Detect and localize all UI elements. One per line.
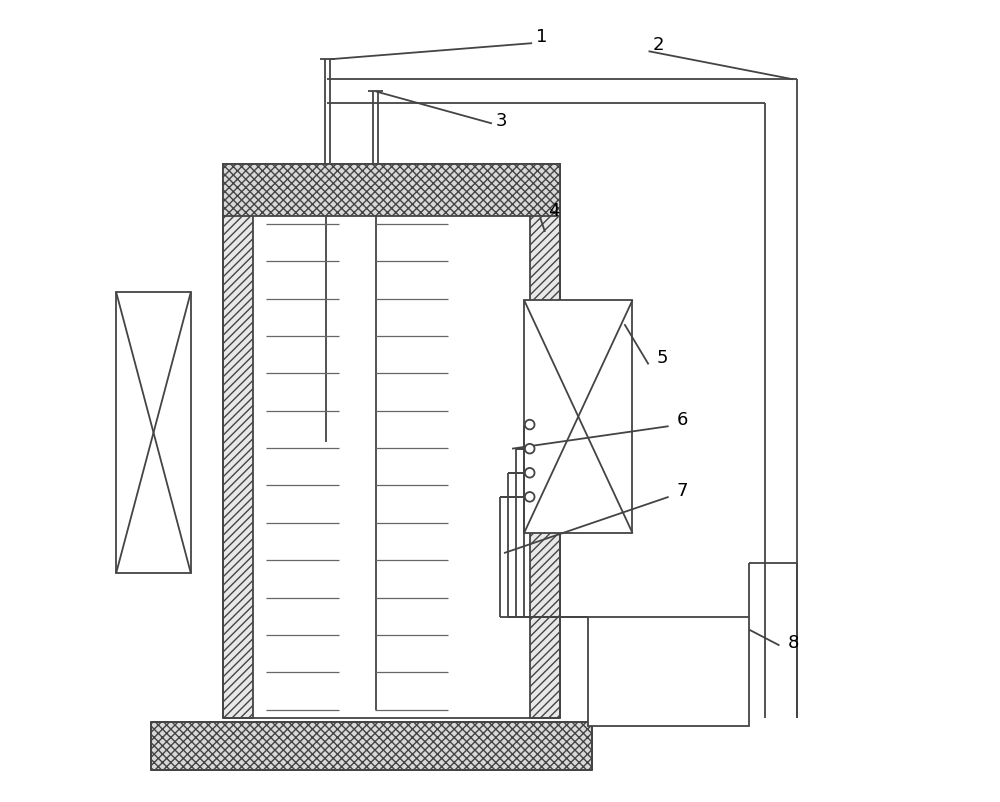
- Text: 3: 3: [496, 112, 507, 130]
- Text: 5: 5: [657, 349, 668, 367]
- Bar: [588, 618, 749, 726]
- Bar: [116, 293, 191, 573]
- Text: 6: 6: [677, 411, 688, 428]
- Circle shape: [525, 468, 535, 478]
- Text: 1: 1: [536, 28, 548, 46]
- Text: 8: 8: [787, 634, 799, 651]
- Bar: [524, 301, 632, 533]
- Circle shape: [525, 492, 535, 502]
- Circle shape: [525, 420, 535, 430]
- Bar: [530, 164, 560, 718]
- Bar: [223, 164, 560, 217]
- Circle shape: [525, 444, 535, 454]
- Text: 4: 4: [548, 202, 560, 220]
- Text: 2: 2: [653, 36, 664, 54]
- Bar: [151, 722, 592, 770]
- Text: 7: 7: [677, 481, 688, 499]
- Bar: [223, 164, 253, 718]
